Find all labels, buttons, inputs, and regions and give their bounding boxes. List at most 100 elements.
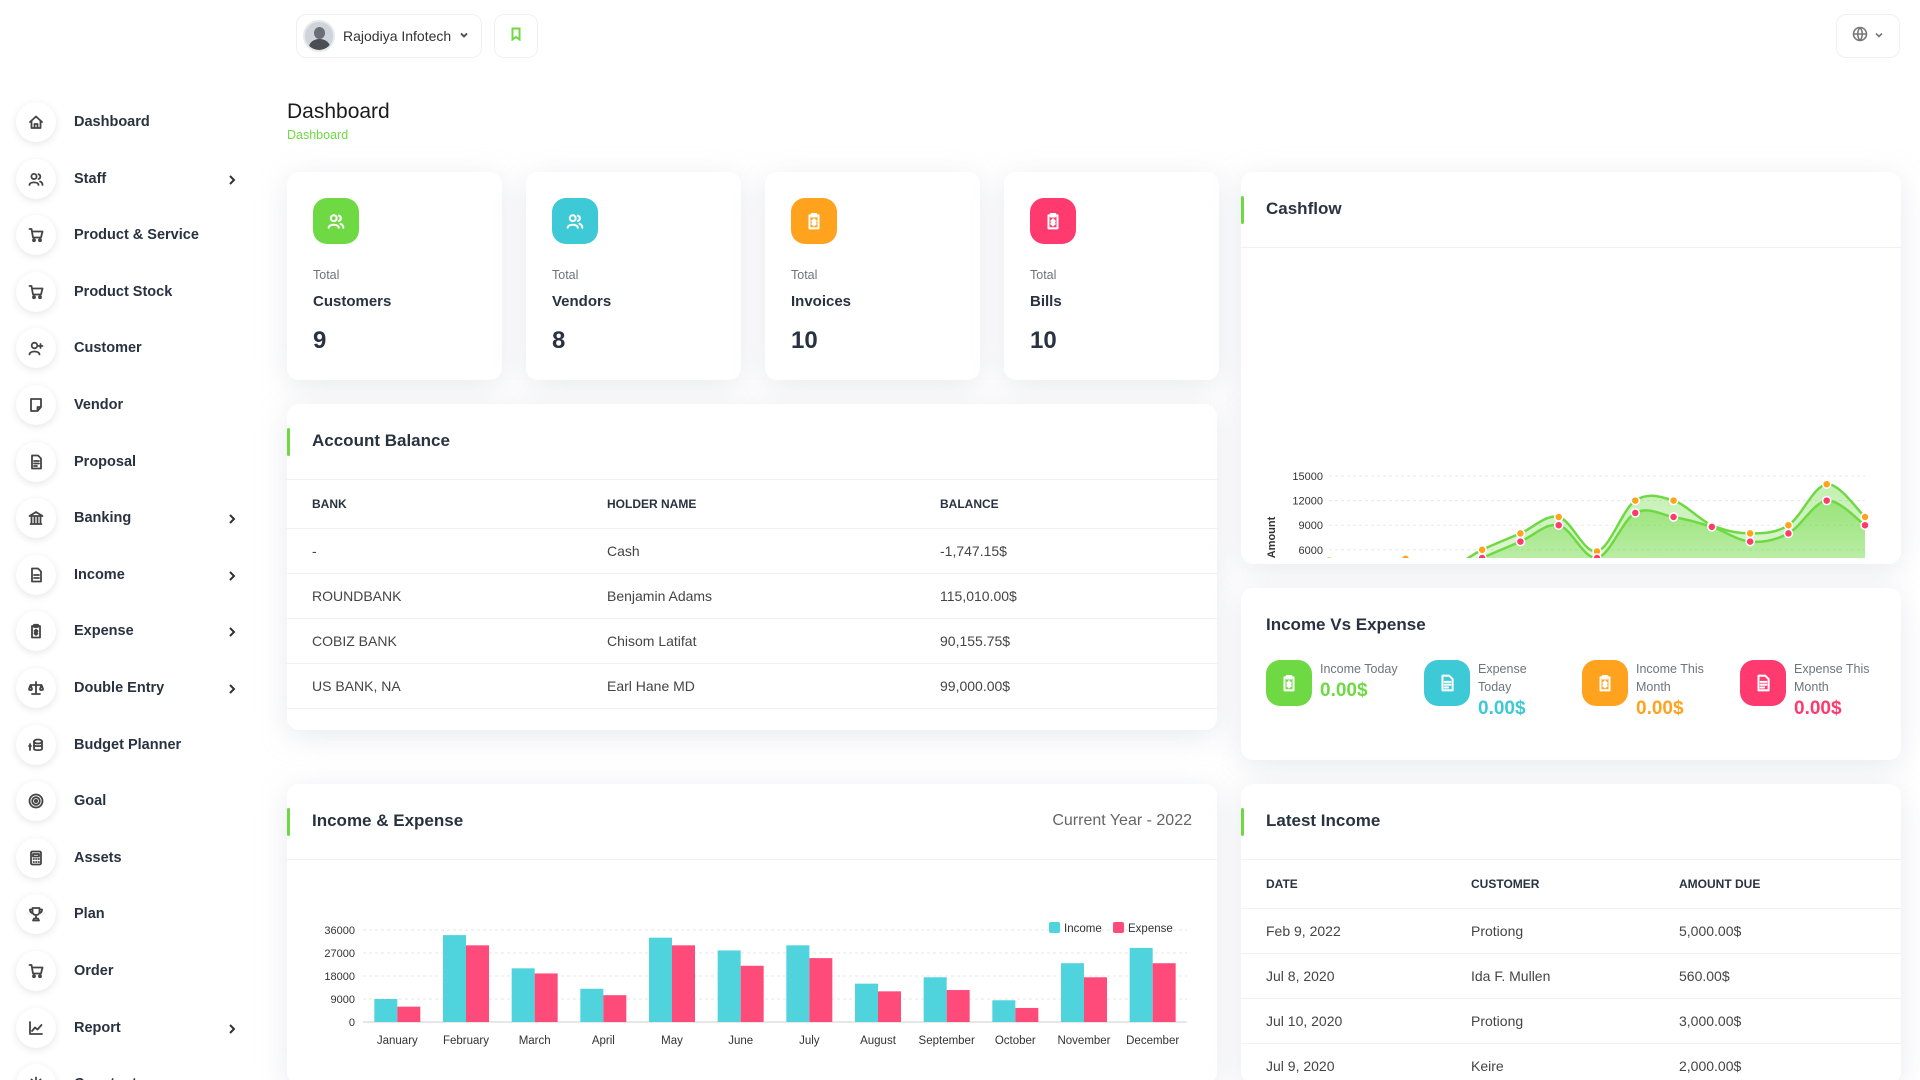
sidebar-item-budget-planner[interactable]: Budget Planner (16, 724, 238, 766)
cashflow-point (1783, 520, 1794, 530)
table-row: Jul 9, 2020 Keire 2,000.00$ (1241, 1043, 1901, 1080)
stat-sublabel: Total (1030, 268, 1057, 282)
cashflow-chart: 0300060009000120001500014-May13-May12-Ma… (1266, 471, 1870, 558)
globe-icon (1852, 26, 1868, 47)
ie-label: Income This Month (1636, 662, 1704, 694)
x-tick-label: September (919, 1035, 975, 1047)
sidebar-item-double-entry[interactable]: Double Entry (16, 667, 238, 709)
sidebar-item-assets[interactable]: Assets (16, 837, 238, 879)
stat-value: 10 (791, 327, 818, 354)
stat-value: 9 (313, 327, 327, 354)
income-bar (374, 999, 398, 1022)
coins-icon (16, 724, 56, 765)
sidebar-item-product-stock[interactable]: Product Stock (16, 271, 238, 313)
expense-bar (466, 945, 489, 1022)
expense-bar (740, 965, 764, 1022)
sidebar-item-plan[interactable]: Plan (16, 893, 238, 935)
stat-card-invoices: Total Invoices 10 (765, 172, 980, 380)
stat-title: Customers (313, 293, 392, 310)
card-header: Account Balance (287, 404, 1217, 480)
table-header-row: DATE CUSTOMER AMOUNT DUE (1241, 860, 1901, 908)
expense-bar (1015, 1007, 1039, 1022)
table-cell: - (312, 542, 317, 559)
table-row: ROUNDBANK Benjamin Adams 115,010.00$ (287, 573, 1217, 618)
cashflow-point (1745, 536, 1755, 547)
table-cell: 115,010.00$ (940, 587, 1017, 604)
income-bar (855, 983, 878, 1022)
cashflow-point (1324, 555, 1334, 558)
sidebar-item-expense[interactable]: Expense (16, 610, 238, 652)
latest-income-table: DATE CUSTOMER AMOUNT DUE Feb 9, 2022 Protion… (1241, 860, 1901, 1080)
sidebar-item-order[interactable]: Order (16, 950, 238, 992)
trophy-icon (16, 894, 56, 935)
sidebar-item-label: Budget Planner (74, 736, 182, 753)
cashflow-point (1821, 495, 1832, 506)
account-balance-table: BANK HOLDER NAME BALANCE - Cash -1,747.15$ ROU… (287, 480, 1217, 709)
language-button[interactable] (1836, 14, 1900, 58)
cart-icon (16, 215, 56, 256)
sidebar-item-proposal[interactable]: Proposal (16, 441, 238, 483)
cashflow-point (1668, 495, 1679, 506)
table-cell: 3,000.00$ (1679, 1012, 1742, 1029)
clipboard-icon (1266, 660, 1312, 706)
target-icon (16, 781, 56, 822)
sidebar: Dashboard Staff Product & Service Product S… (0, 0, 270, 1080)
bookmark-button[interactable] (494, 14, 538, 58)
users-icon (552, 198, 598, 244)
y-tick-label: 12000 (1292, 496, 1323, 508)
income-bar (786, 945, 810, 1022)
x-tick-label: December (1126, 1035, 1179, 1047)
stat-sublabel: Total (791, 268, 818, 282)
breadcrumb[interactable]: Dashboard (287, 128, 349, 142)
cashflow-point (1592, 553, 1602, 558)
table-cell: Keire (1471, 1057, 1504, 1074)
sidebar-item-report[interactable]: Report (16, 1007, 238, 1049)
sidebar-item-label: Income (74, 566, 125, 583)
gear-icon (16, 1064, 56, 1080)
table-cell: ROUNDBANK (312, 587, 402, 604)
ie-label: Income Today (1320, 662, 1398, 676)
chevron-right-icon (226, 682, 238, 694)
cart-icon (16, 271, 56, 312)
cashflow-point (1860, 520, 1870, 530)
sidebar-item-label: Vendor (74, 397, 124, 413)
table-cell: Earl Hane MD (607, 677, 695, 694)
y-tick-label: 27000 (324, 948, 355, 960)
bank-icon (16, 498, 56, 539)
cashflow-point (1477, 545, 1487, 555)
sidebar-item-dashboard[interactable]: Dashboard (16, 101, 238, 143)
x-tick-label: June (728, 1035, 753, 1047)
ie-expense-today: Expense Today 0.00$ (1424, 660, 1558, 720)
y-tick-label: 36000 (324, 925, 355, 937)
y-axis-label: Amount (1266, 516, 1278, 558)
table-row: Jul 8, 2020 Ida F. Mullen 560.00$ (1241, 953, 1901, 998)
sidebar-item-vendor[interactable]: Vendor (16, 384, 238, 426)
file-icon (1740, 660, 1786, 706)
sidebar-item-constant[interactable]: Constant (16, 1063, 238, 1080)
legend-label: Income (1064, 923, 1102, 935)
table-cell: 560.00$ (1679, 967, 1730, 984)
sidebar-item-label: Proposal (74, 453, 137, 470)
expense-bar (809, 958, 833, 1022)
clipboard-icon (16, 611, 56, 652)
user-menu[interactable]: Rajodiya Infotech (296, 14, 482, 58)
sidebar-item-label: Customer (74, 340, 142, 357)
ie-label: Expense Today (1478, 662, 1527, 694)
table-cell: Chisom Latifat (607, 632, 697, 649)
users-icon (16, 158, 56, 199)
card-title: Income Vs Expense (1266, 615, 1426, 634)
account-balance-card: Account Balance BANK HOLDER NAME BALANCE - C… (287, 404, 1217, 730)
sidebar-item-income[interactable]: Income (16, 554, 238, 596)
expense-bar (603, 995, 627, 1022)
sidebar-item-customer[interactable]: Customer (16, 327, 238, 369)
stat-card-customers: Total Customers 9 (287, 172, 502, 380)
calculator-icon (16, 837, 56, 878)
sidebar-item-product-service[interactable]: Product & Service (16, 214, 238, 256)
stat-title: Invoices (791, 293, 852, 310)
sidebar-item-banking[interactable]: Banking (16, 497, 238, 539)
sidebar-item-goal[interactable]: Goal (16, 780, 238, 822)
x-tick-label: March (519, 1035, 551, 1047)
income-vs-expense-card: Income Vs Expense (1241, 588, 1901, 760)
sidebar-item-staff[interactable]: Staff (16, 158, 238, 200)
chevron-right-icon (226, 1022, 238, 1034)
